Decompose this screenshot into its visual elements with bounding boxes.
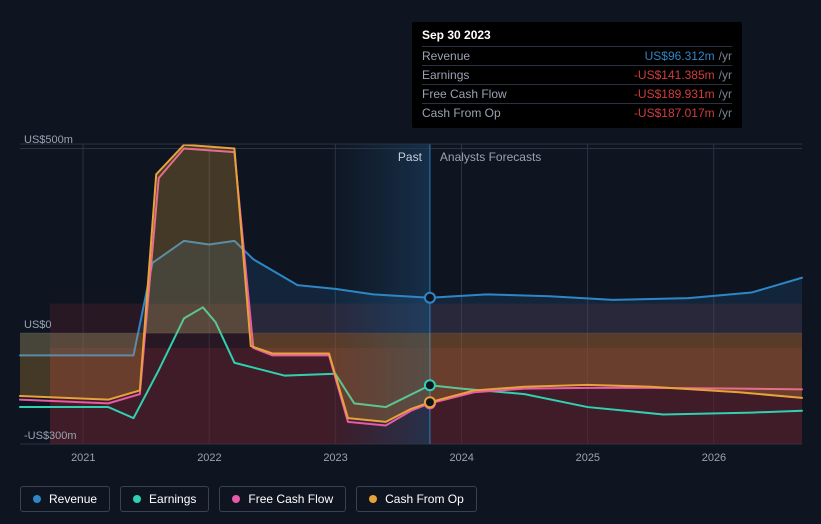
y-axis-label: US$0: [24, 319, 52, 331]
tooltip-unit: /yr: [719, 49, 732, 63]
chart-legend: Revenue Earnings Free Cash Flow Cash From O…: [20, 486, 477, 512]
x-axis-label: 2024: [449, 452, 473, 464]
tooltip-date: Sep 30 2023: [422, 28, 732, 46]
tooltip-metric-value: -US$187.017m: [634, 106, 715, 120]
x-axis-label: 2026: [702, 452, 726, 464]
tooltip-row: Earnings -US$141.385m/yr: [422, 65, 732, 84]
legend-dot-icon: [133, 495, 141, 503]
tooltip-metric-label: Earnings: [422, 68, 469, 82]
tooltip-row: Cash From Op -US$187.017m/yr: [422, 103, 732, 122]
tooltip-metric-label: Cash From Op: [422, 106, 501, 120]
legend-label: Earnings: [149, 492, 196, 506]
past-label: Past: [398, 150, 422, 164]
legend-label: Cash From Op: [385, 492, 464, 506]
forecast-label: Analysts Forecasts: [440, 150, 541, 164]
tooltip-metric-value: US$96.312m: [645, 49, 715, 63]
legend-label: Free Cash Flow: [248, 492, 333, 506]
legend-item-free-cash-flow[interactable]: Free Cash Flow: [219, 486, 346, 512]
legend-item-revenue[interactable]: Revenue: [20, 486, 110, 512]
tooltip-metric-value: -US$141.385m: [634, 68, 715, 82]
x-axis-label: 2021: [71, 452, 95, 464]
tooltip-metric-label: Free Cash Flow: [422, 87, 507, 101]
y-axis-label: -US$300m: [24, 430, 77, 442]
legend-dot-icon: [33, 495, 41, 503]
tooltip-metric-label: Revenue: [422, 49, 470, 63]
tooltip-unit: /yr: [719, 68, 732, 82]
legend-item-cash-from-op[interactable]: Cash From Op: [356, 486, 477, 512]
tooltip-row: Revenue US$96.312m/yr: [422, 46, 732, 65]
x-axis-label: 2025: [576, 452, 600, 464]
legend-dot-icon: [232, 495, 240, 503]
tooltip-metric-value: -US$189.931m: [634, 87, 715, 101]
x-axis-label: 2023: [323, 452, 347, 464]
legend-item-earnings[interactable]: Earnings: [120, 486, 209, 512]
tooltip-row: Free Cash Flow -US$189.931m/yr: [422, 84, 732, 103]
x-axis-label: 2022: [197, 452, 221, 464]
chart-tooltip: Sep 30 2023 RevenueUS$96.312m/yrEarnings…: [412, 22, 742, 128]
y-axis-label: US$500m: [24, 134, 73, 146]
tooltip-unit: /yr: [719, 87, 732, 101]
legend-label: Revenue: [49, 492, 97, 506]
tooltip-unit: /yr: [719, 106, 732, 120]
legend-dot-icon: [369, 495, 377, 503]
